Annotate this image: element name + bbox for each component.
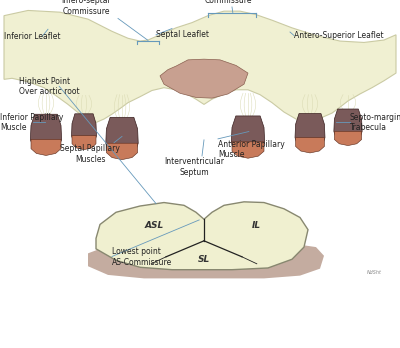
Text: Antero-superior
Commissure: Antero-superior Commissure bbox=[198, 0, 258, 5]
Polygon shape bbox=[296, 137, 324, 153]
Polygon shape bbox=[160, 59, 248, 98]
Text: Septal Leaflet: Septal Leaflet bbox=[156, 30, 209, 39]
Text: Interventricular
Septum: Interventricular Septum bbox=[164, 157, 224, 177]
Text: Anterior Papillary
Muscle: Anterior Papillary Muscle bbox=[218, 140, 285, 159]
Text: ASL: ASL bbox=[144, 221, 164, 230]
Text: Inferior Papillary
Muscle: Inferior Papillary Muscle bbox=[0, 113, 63, 132]
Polygon shape bbox=[96, 202, 308, 270]
Polygon shape bbox=[88, 243, 324, 278]
Text: Lowest point
AS-Commissure: Lowest point AS-Commissure bbox=[112, 247, 172, 267]
Text: IL: IL bbox=[252, 221, 260, 230]
Polygon shape bbox=[72, 114, 96, 149]
Text: Inferior Leaflet: Inferior Leaflet bbox=[4, 32, 60, 41]
Polygon shape bbox=[295, 113, 325, 152]
Polygon shape bbox=[231, 116, 265, 157]
Polygon shape bbox=[334, 131, 362, 145]
Polygon shape bbox=[31, 140, 61, 156]
Text: Highest Point
Over aortic root: Highest Point Over aortic root bbox=[19, 77, 80, 96]
Text: Antero-Superior Leaflet: Antero-Superior Leaflet bbox=[294, 31, 384, 40]
Polygon shape bbox=[232, 142, 264, 158]
Polygon shape bbox=[4, 10, 396, 122]
Text: Septal Papillary
Muscles: Septal Papillary Muscles bbox=[60, 144, 120, 164]
Text: NdSht: NdSht bbox=[366, 270, 382, 275]
Polygon shape bbox=[106, 117, 138, 158]
Polygon shape bbox=[30, 114, 62, 154]
Text: SL: SL bbox=[198, 255, 210, 264]
Polygon shape bbox=[106, 143, 138, 160]
Text: Septo-marginal
Trabecula: Septo-marginal Trabecula bbox=[350, 113, 400, 132]
Polygon shape bbox=[72, 136, 96, 150]
Text: Infero-septal
Commissure: Infero-septal Commissure bbox=[62, 0, 110, 16]
Polygon shape bbox=[334, 109, 362, 144]
